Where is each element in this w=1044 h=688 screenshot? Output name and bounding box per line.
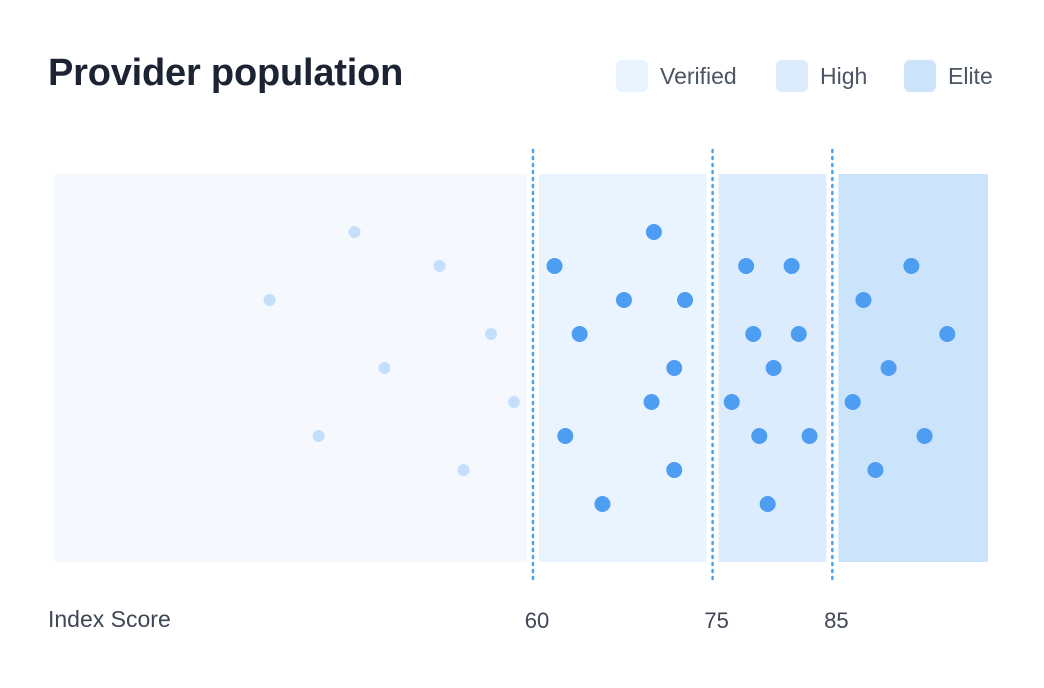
data-point: [677, 292, 694, 308]
plot-area-background: [54, 174, 527, 562]
x-axis-ticks: 60 75 85: [525, 608, 849, 633]
data-point: [790, 326, 807, 342]
data-point-inactive: [348, 226, 361, 238]
data-point: [916, 428, 933, 444]
data-point: [666, 462, 683, 478]
score-bands: [538, 174, 988, 562]
data-point: [643, 394, 660, 410]
data-point: [801, 428, 818, 444]
data-point: [738, 258, 755, 274]
legend-swatch-elite: [904, 60, 936, 92]
data-point: [645, 224, 662, 240]
data-point: [903, 258, 920, 274]
legend-label-elite: Elite: [948, 63, 993, 89]
data-point: [557, 428, 574, 444]
data-point: [783, 258, 800, 274]
legend-label-high: High: [820, 63, 868, 89]
data-point-inactive: [263, 294, 276, 306]
data-point-inactive: [485, 328, 498, 340]
x-tick-label-75: 75: [704, 608, 728, 633]
chart-title: Provider population: [48, 52, 404, 94]
data-point: [666, 360, 683, 376]
band-elite: [838, 174, 988, 562]
legend-label-verified: Verified: [660, 63, 737, 89]
data-points: [263, 224, 956, 512]
data-point: [939, 326, 956, 342]
data-point: [751, 428, 768, 444]
legend-swatch-high: [776, 60, 808, 92]
x-axis-title: Index Score: [48, 606, 171, 632]
threshold-lines: [531, 148, 834, 586]
data-point: [867, 462, 884, 478]
data-point-inactive: [433, 260, 446, 272]
data-point-inactive: [457, 464, 470, 476]
data-point: [880, 360, 897, 376]
data-point: [745, 326, 762, 342]
data-point: [759, 496, 776, 512]
data-point-inactive: [312, 430, 325, 442]
data-point: [546, 258, 563, 274]
data-point: [855, 292, 872, 308]
x-tick-label-60: 60: [525, 608, 549, 633]
x-tick-label-85: 85: [824, 608, 848, 633]
data-point-inactive: [378, 362, 391, 374]
data-point: [765, 360, 782, 376]
data-point: [594, 496, 611, 512]
data-point: [844, 394, 861, 410]
data-point: [571, 326, 588, 342]
legend-swatch-verified: [616, 60, 648, 92]
data-point: [723, 394, 740, 410]
data-point-inactive: [507, 396, 520, 408]
data-point: [615, 292, 632, 308]
